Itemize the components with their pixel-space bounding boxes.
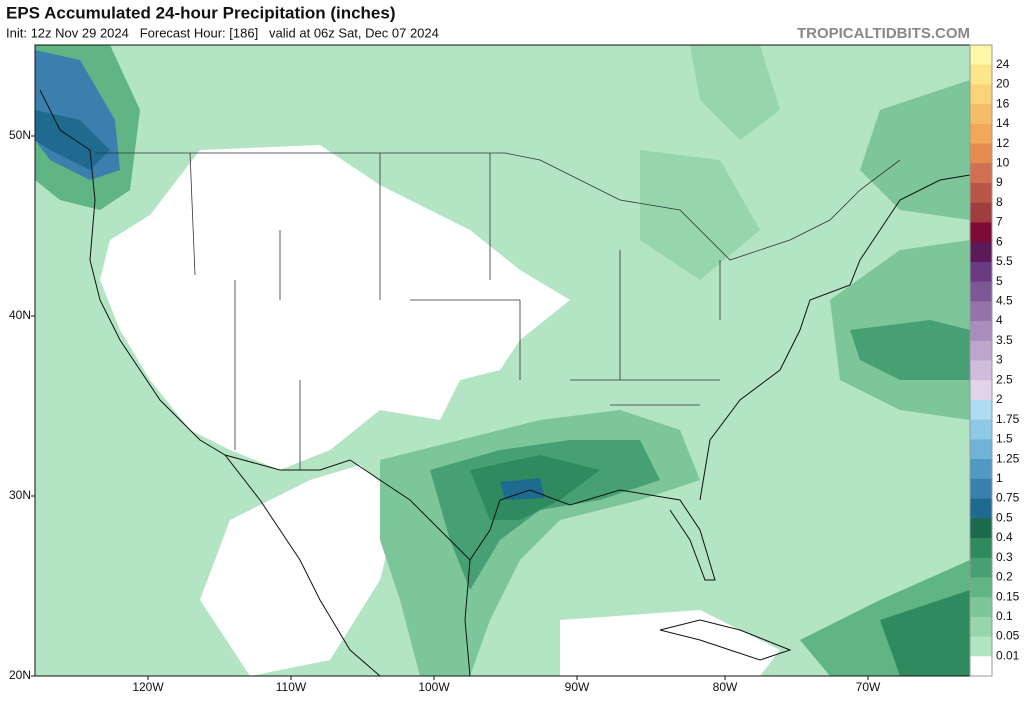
lat-label: 50N — [9, 128, 31, 142]
colorbar-label: 14 — [996, 116, 1010, 130]
colorbar-label: 0.05 — [996, 629, 1020, 643]
colorbar-label: 3.5 — [996, 333, 1013, 347]
color-swatch — [970, 537, 992, 559]
color-swatch — [970, 104, 992, 125]
colorbar-label: 3 — [996, 353, 1003, 367]
color-swatch — [970, 636, 992, 657]
color-swatch — [970, 459, 992, 480]
color-swatch — [970, 183, 992, 204]
color-swatch — [970, 419, 992, 440]
color-swatch — [970, 301, 992, 322]
colorbar-label: 0.1 — [996, 609, 1013, 623]
lon-label: 90W — [565, 680, 590, 694]
colorbar-frame — [969, 44, 993, 677]
colorbar-label: 2.5 — [996, 372, 1013, 386]
lon-label: 120W — [132, 680, 164, 694]
lon-label: 100W — [418, 680, 450, 694]
lat-label: 30N — [9, 488, 31, 502]
color-swatch — [970, 222, 992, 243]
colorbar-label: 9 — [996, 175, 1003, 189]
colorbar-label: 0.5 — [996, 510, 1013, 524]
color-swatch — [970, 498, 992, 519]
title: EPS Accumulated 24-hour Precipitation (i… — [6, 3, 396, 22]
colorbar-label: 1.75 — [996, 412, 1020, 426]
colorbar-label: 24 — [996, 57, 1010, 71]
color-swatch — [970, 399, 992, 421]
color-swatch — [970, 597, 992, 618]
lon-label: 70W — [856, 680, 881, 694]
color-swatch — [970, 84, 992, 105]
colorbar-label: 1.25 — [996, 451, 1020, 465]
colorbar-label: 0.4 — [996, 530, 1013, 544]
colorbar-label: 5 — [996, 274, 1003, 288]
map — [35, 45, 970, 676]
colorbar-label: 0.2 — [996, 570, 1013, 584]
color-swatch — [970, 202, 992, 223]
colorbar-label: 1.5 — [996, 432, 1013, 446]
colorbar-label: 5.5 — [996, 254, 1013, 268]
colorbar-label: 2 — [996, 392, 1003, 406]
color-swatch — [970, 616, 992, 638]
lat-label: 20N — [9, 668, 31, 682]
subtitle: Init: 12z Nov 29 2024 Forecast Hour: [18… — [6, 25, 439, 40]
color-swatch — [970, 380, 992, 401]
color-swatch — [970, 242, 992, 263]
color-swatch — [970, 321, 992, 342]
colorbar-label: 0.75 — [996, 491, 1020, 505]
color-swatch — [970, 557, 992, 578]
color-swatch — [970, 163, 992, 184]
lon-label: 80W — [713, 680, 738, 694]
color-swatch — [970, 478, 992, 500]
lat-label: 40N — [9, 308, 31, 322]
colorbar-label: 1 — [996, 471, 1003, 485]
color-swatch — [970, 281, 992, 302]
colorbar-label: 4 — [996, 313, 1003, 327]
color-swatch — [970, 439, 992, 460]
color-swatch — [970, 518, 992, 539]
color-swatch — [970, 360, 992, 381]
color-swatch — [970, 45, 992, 66]
colorbar-label: 16 — [996, 96, 1010, 110]
color-swatch — [970, 656, 992, 677]
color-swatch — [970, 143, 992, 164]
color-swatch — [970, 64, 992, 85]
color-swatch — [970, 577, 992, 598]
colorbar: 24 20 16 14 12 10 9 8 7 6 5.5 5 4.5 4 3.5 3 2.5 2 1.75 1.5 1… — [969, 44, 1020, 677]
source: TROPICALTIDBITS.COM — [797, 25, 970, 42]
colorbar-label: 20 — [996, 77, 1010, 91]
colorbar-label: 6 — [996, 234, 1003, 248]
colorbar-label: 4.5 — [996, 294, 1013, 308]
colorbar-label: 12 — [996, 136, 1010, 150]
colorbar-label: 0.15 — [996, 589, 1020, 603]
axis-labels: 50N 40N 30N 20N 120W 110W 100W 90W 80W 70W — [9, 128, 881, 694]
colorbar-label: 0.3 — [996, 550, 1013, 564]
color-swatch — [970, 123, 992, 145]
colorbar-label: 10 — [996, 155, 1010, 169]
colorbar-label: 7 — [996, 215, 1003, 229]
colorbar-label: 0.01 — [996, 648, 1020, 662]
colorbar-label: 8 — [996, 195, 1003, 209]
lon-label: 110W — [276, 680, 307, 694]
color-swatch — [970, 261, 992, 283]
color-swatch — [970, 340, 992, 361]
